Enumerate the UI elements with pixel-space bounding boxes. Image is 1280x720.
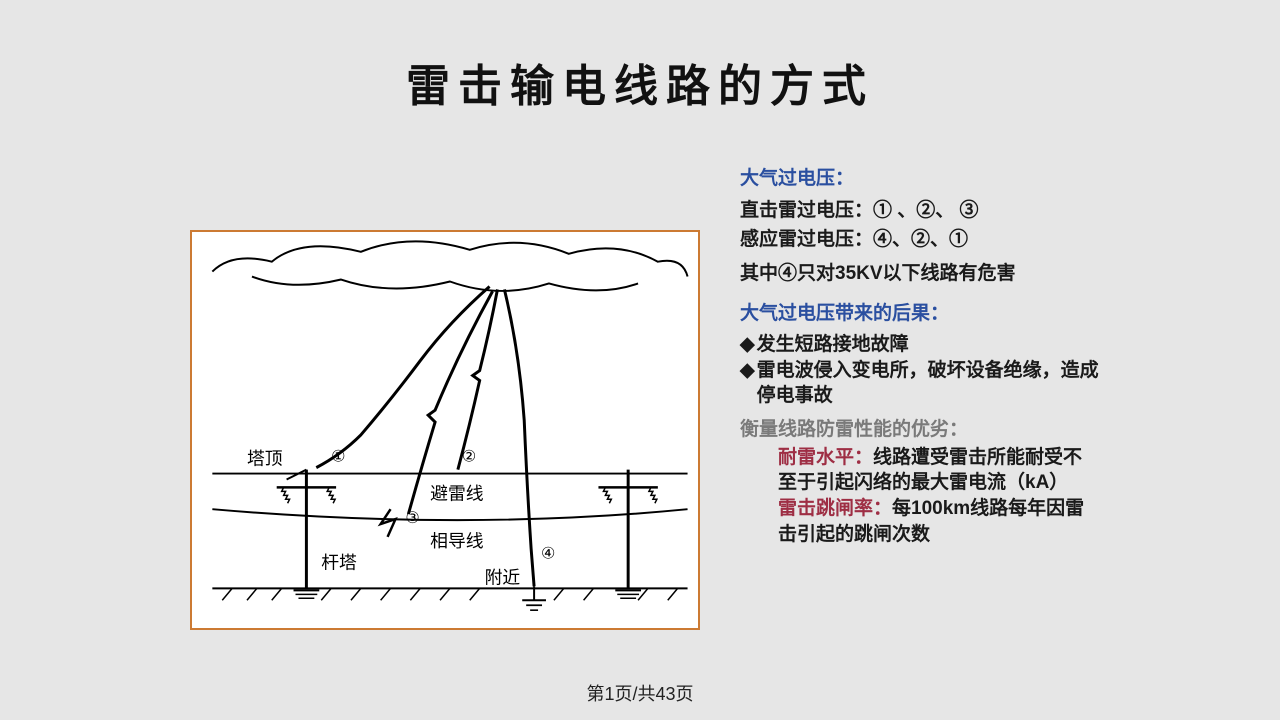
diamond-icon: ◆ (740, 358, 755, 409)
bullet-text-1: 发生短路接地故障 (757, 332, 909, 358)
bullet-substation: ◆ 雷电波侵入变电所，破坏设备绝缘，造成停电事故 (740, 358, 1100, 409)
line-direct: 直击雷过电压：① 、②、 ③ (740, 198, 1100, 224)
heading-overvoltage: 大气过电压： (740, 166, 1100, 192)
text-column: 大气过电压： 直击雷过电压：① 、②、 ③ 感应雷过电压：④、②、① 其中④只对… (740, 160, 1100, 547)
label-tower-top: 塔顶 (247, 449, 283, 469)
num-2: ② (462, 449, 476, 466)
term-endurance: 耐雷水平：线路遭受雷击所能耐受不至于引起闪络的最大雷电流（kA） (740, 445, 1100, 496)
term-endurance-label: 耐雷水平： (778, 447, 873, 468)
line-induced: 感应雷过电压：④、②、① (740, 227, 1100, 253)
heading-measure: 衡量线路防雷性能的优劣： (740, 417, 1100, 443)
bullet-text-2: 雷电波侵入变电所，破坏设备绝缘，造成停电事故 (757, 358, 1100, 409)
slide-title: 雷击输电线路的方式 (0, 50, 1280, 114)
label-nearby: 附近 (485, 567, 521, 587)
num-1: ① (331, 449, 345, 466)
num-3: ③ (405, 510, 419, 527)
page-footer: 第1页/共43页 (0, 680, 1280, 706)
term-trip-label: 雷击跳闸率： (778, 498, 892, 519)
heading-consequence: 大气过电压带来的后果： (740, 301, 1100, 327)
label-phase-wire: 相导线 (430, 531, 484, 551)
num-4: ④ (541, 546, 555, 563)
line-35kv: 其中④只对35KV以下线路有危害 (740, 261, 1100, 287)
diamond-icon: ◆ (740, 332, 755, 358)
label-tower: 杆塔 (321, 553, 357, 573)
label-shield-wire: 避雷线 (430, 483, 484, 503)
diagram-container: 塔顶 避雷线 相导线 杆塔 附近 ① ② ③ ④ (190, 230, 700, 630)
bullet-short-circuit: ◆ 发生短路接地故障 (740, 332, 1100, 358)
lightning-diagram: 塔顶 避雷线 相导线 杆塔 附近 ① ② ③ ④ (192, 232, 698, 628)
term-trip-rate: 雷击跳闸率：每100km线路每年因雷击引起的跳闸次数 (740, 496, 1100, 547)
